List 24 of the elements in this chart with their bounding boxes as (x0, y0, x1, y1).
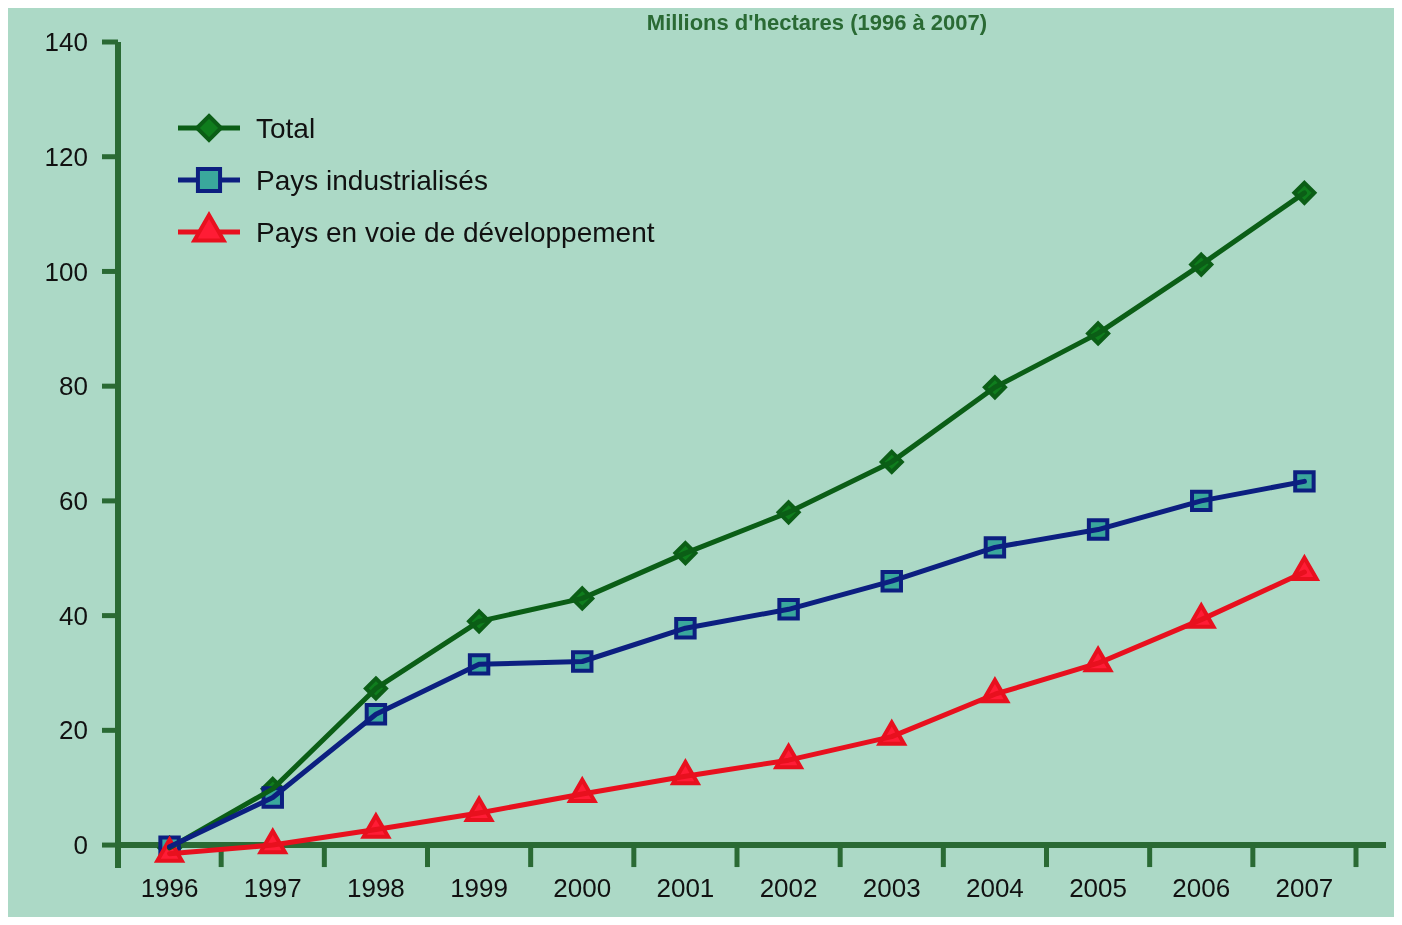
x-tick-label: 2000 (553, 873, 612, 904)
x-tick-label: 2006 (1172, 873, 1231, 904)
x-tick-label: 1996 (140, 873, 199, 904)
y-tick-label: 140 (44, 27, 88, 58)
x-tick-label: 1999 (450, 873, 509, 904)
y-tick-label: 80 (59, 371, 88, 402)
x-tick-label: 2001 (656, 873, 715, 904)
x-tick-label: 2004 (965, 873, 1024, 904)
y-tick-label: 20 (59, 715, 88, 746)
x-tick-label: 1998 (346, 873, 405, 904)
chart-title: Millions d'hectares (1996 à 2007) (646, 10, 988, 35)
x-tick-label: 2002 (759, 873, 818, 904)
legend-label: Total (256, 112, 316, 144)
y-tick-label: 40 (59, 600, 88, 631)
legend-label: Pays en voie de développement (256, 216, 655, 248)
y-tick-label: 120 (44, 141, 88, 172)
x-tick-label: 2003 (862, 873, 921, 904)
y-tick-label: 0 (73, 830, 88, 861)
y-tick-label: 60 (59, 485, 88, 516)
y-tick-label: 100 (44, 256, 88, 287)
x-tick-label: 1997 (243, 873, 302, 904)
x-tick-label: 2007 (1275, 873, 1334, 904)
legend-label: Pays industrialisés (256, 164, 488, 196)
x-tick-label: 2005 (1069, 873, 1128, 904)
